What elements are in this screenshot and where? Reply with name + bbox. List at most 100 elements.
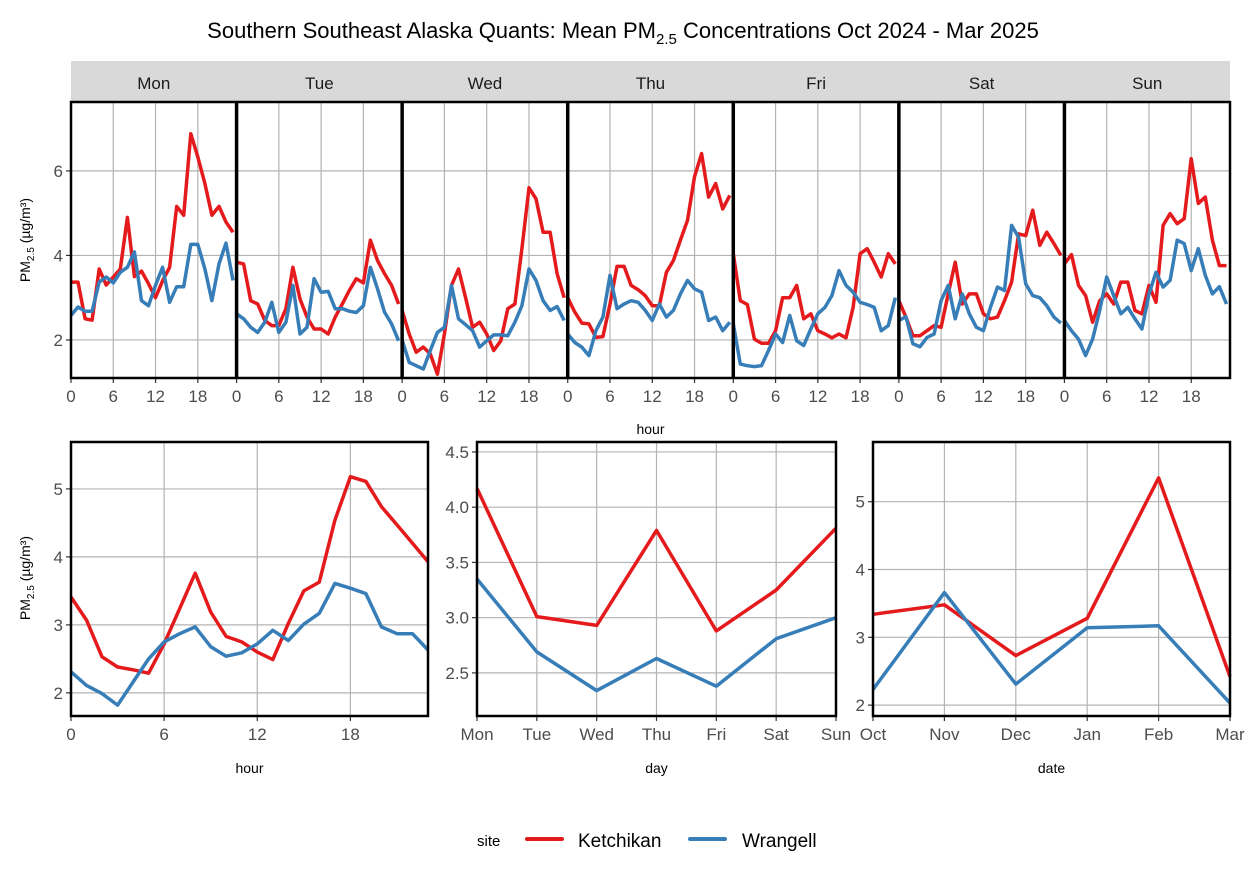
facet-sat-panel: 0 6 12 18: [894, 102, 1065, 406]
x-tick-label: Dec: [1001, 725, 1032, 744]
day-x-axis-label: day: [645, 760, 668, 776]
legend-label-ketchikan: Ketchikan: [578, 831, 661, 852]
facet-thu-panel: 0 6 12 18: [563, 102, 734, 406]
x-tick-label: 12: [974, 387, 993, 406]
x-tick-label: Mon: [460, 725, 493, 744]
x-tick-label: Nov: [929, 725, 960, 744]
series-line-wrangell: [1062, 238, 1229, 358]
month-panel: 2 3 4 5 Oct Nov Dec Jan Feb Mar: [856, 442, 1245, 744]
x-tick-label: Sun: [821, 725, 851, 744]
legend-title: site: [477, 833, 500, 850]
x-tick-label: Sat: [763, 725, 789, 744]
y-tick-label: 5: [54, 480, 63, 499]
x-tick-label: 18: [1182, 387, 1201, 406]
x-tick-label: 0: [894, 387, 903, 406]
x-tick-label: Fri: [706, 725, 726, 744]
y-tick-label: 2: [856, 696, 865, 715]
y-tick-label: 3: [54, 616, 63, 635]
chart-title: Southern Southeast Alaska Quants: Mean P…: [207, 18, 1039, 48]
x-tick-label: 6: [605, 387, 614, 406]
x-tick-label: 0: [563, 387, 572, 406]
panel-border: [69, 100, 1232, 380]
x-tick-label: 18: [1016, 387, 1035, 406]
facet-label-mon: Mon: [137, 74, 170, 93]
x-tick-label: 12: [248, 725, 267, 744]
x-tick-label: 18: [685, 387, 704, 406]
series-line-ketchikan: [69, 474, 430, 675]
facet-fri-panel: 0 6 12 18: [729, 102, 899, 406]
y-tick-label: 4: [54, 246, 63, 265]
series-line-ketchikan: [475, 487, 838, 633]
series-line-wrangell: [898, 223, 1063, 349]
y-tick-label: 3.0: [445, 609, 469, 628]
y-tick-label: 2: [54, 331, 63, 350]
series-line-wrangell: [400, 267, 566, 371]
series-line-ketchikan: [897, 208, 1063, 338]
x-tick-label: Feb: [1144, 725, 1173, 744]
facet-sun-panel: 0 6 12 18: [1060, 102, 1230, 406]
y-tick-label: 4: [856, 561, 865, 580]
x-tick-label: 6: [771, 387, 780, 406]
x-tick-label: 18: [188, 387, 207, 406]
series-line-wrangell: [235, 265, 401, 342]
y-tick-label: 2.5: [445, 664, 469, 683]
series-line-wrangell: [871, 590, 1232, 705]
x-tick-label: Tue: [522, 725, 551, 744]
hour-x-axis-label: hour: [235, 760, 263, 776]
series-line-wrangell: [69, 581, 430, 707]
x-tick-label: Wed: [579, 725, 614, 744]
x-tick-label: 6: [109, 387, 118, 406]
facet-strip: [71, 61, 1230, 102]
hour-panel-border: [69, 440, 430, 718]
y-tick-label: 4: [54, 548, 63, 567]
x-tick-label: 0: [66, 725, 75, 744]
day-panel: 2.5 3.0 3.5 4.0 4.5 Mon Tue Wed Thu Fri Sat Sun: [445, 442, 851, 744]
y-tick-label: 5: [856, 493, 865, 512]
x-tick-label: 0: [729, 387, 738, 406]
series-line-wrangell: [566, 273, 732, 358]
x-tick-label: 18: [520, 387, 539, 406]
x-tick-label: 6: [1102, 387, 1111, 406]
x-tick-label: Thu: [642, 725, 671, 744]
x-tick-label: 0: [1060, 387, 1069, 406]
series-line-ketchikan: [1063, 156, 1227, 324]
facet-tue-panel: 0 6 12 18: [232, 102, 403, 406]
x-tick-label: 18: [354, 387, 373, 406]
x-tick-label: Jan: [1073, 725, 1100, 744]
x-axis-label: hour: [636, 421, 664, 437]
y-axis-label: PM2.5 (µg/m³): [17, 198, 37, 282]
series-line-wrangell: [69, 241, 235, 317]
x-tick-label: 18: [851, 387, 870, 406]
y-tick-label: 3: [856, 628, 865, 647]
x-tick-label: 6: [936, 387, 945, 406]
x-tick-label: 0: [66, 387, 75, 406]
facet-wed-panel: 0 6 12 18: [397, 102, 568, 406]
x-tick-label: 12: [643, 387, 662, 406]
y-axis-label: PM2.5 (µg/m³): [17, 536, 37, 620]
x-tick-label: 6: [159, 725, 168, 744]
facet-label-sat: Sat: [969, 74, 995, 93]
legend-label-wrangell: Wrangell: [742, 831, 817, 852]
x-tick-label: 12: [312, 387, 331, 406]
facet-label-fri: Fri: [806, 74, 826, 93]
facet-label-wed: Wed: [468, 74, 503, 93]
series-line-ketchikan: [731, 246, 897, 346]
x-tick-label: 0: [397, 387, 406, 406]
y-tick-label: 2: [54, 684, 63, 703]
hour-panel: 2 3 4 5 0 6 12 18: [54, 442, 430, 744]
legend: site Ketchikan Wrangell: [477, 831, 817, 852]
facet-label-thu: Thu: [636, 74, 665, 93]
series-line-wrangell: [475, 577, 837, 693]
x-tick-label: 12: [1140, 387, 1159, 406]
day-panel-border: [475, 440, 838, 718]
x-tick-label: 6: [274, 387, 283, 406]
y-tick-label: 3.5: [445, 553, 469, 572]
y-tick-label: 6: [54, 162, 63, 181]
y-tick-label: 4.5: [445, 443, 469, 462]
x-tick-label: 6: [440, 387, 449, 406]
x-tick-label: Oct: [860, 725, 887, 744]
x-tick-label: 12: [808, 387, 827, 406]
x-tick-label: 18: [341, 725, 360, 744]
x-tick-label: Mar: [1215, 725, 1245, 744]
